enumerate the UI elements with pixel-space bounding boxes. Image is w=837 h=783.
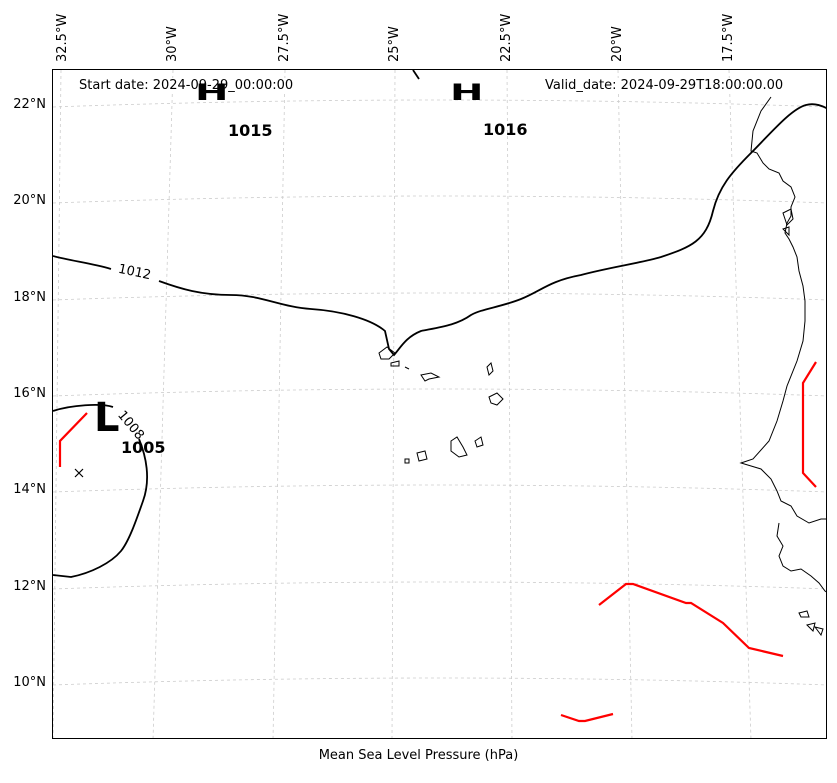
start-date-label: Start date: 2024-09-29_00:00:00 [77, 78, 296, 93]
lat-label-12n: 12°N [13, 579, 46, 594]
africa-coast-south [776, 522, 826, 593]
lon-label-17-5w: 17.5°W [721, 13, 736, 62]
parallel-16n [53, 388, 826, 397]
parallel-22n [53, 99, 826, 108]
front-east [801, 361, 817, 488]
meridian-27-5w [272, 70, 286, 738]
parallel-10n [53, 677, 826, 686]
island-santiago [450, 436, 468, 458]
lat-label-18n: 18°N [13, 290, 46, 305]
island-fogo [416, 450, 428, 462]
fronts [58, 361, 817, 723]
parallel-14n [53, 484, 826, 493]
low-center-marker-icon [74, 468, 84, 478]
island-canaries-b [782, 226, 790, 237]
isobar-1008 [53, 404, 148, 578]
island-bijagos-c [813, 626, 824, 637]
lon-label-20w: 20°W [610, 26, 625, 62]
island-santo-antao [378, 346, 396, 360]
island-brava [404, 458, 410, 464]
island-santa-luzia [404, 366, 410, 370]
map-frame [52, 69, 827, 739]
isobar-1012 [53, 103, 826, 357]
meridian-30w [152, 70, 174, 738]
lat-label-22n: 22°N [13, 97, 46, 112]
front-bottom [560, 712, 614, 723]
high-center-2-value: 1016 [483, 120, 528, 139]
island-canaries-a [782, 208, 794, 226]
parallel-12n [53, 581, 826, 590]
isobar-top-fragment [412, 70, 420, 80]
island-bijagos-a [798, 610, 810, 618]
island-boa-vista [488, 392, 504, 406]
coastline [378, 96, 826, 637]
meridian-17-5w [728, 70, 752, 738]
island-sal [486, 362, 494, 376]
low-center-letter: L [94, 395, 120, 441]
island-bijagos-b [806, 622, 816, 632]
parallel-18n [53, 292, 826, 301]
lon-label-32-5w: 32.5°W [55, 13, 70, 62]
lat-label-14n: 14°N [13, 482, 46, 497]
map-caption: Mean Sea Level Pressure (hPa) [318, 748, 519, 763]
map-canvas [53, 70, 826, 738]
lon-label-30w: 30°W [165, 26, 180, 62]
lat-label-20n: 20°N [13, 193, 46, 208]
lon-label-27-5w: 27.5°W [277, 13, 292, 62]
low-center-value: 1005 [121, 438, 166, 457]
meridian-20w [617, 70, 633, 738]
high-center-2-letter: H [450, 80, 484, 106]
meridian-22-5w [506, 70, 513, 738]
meridian-32-5w [53, 70, 62, 738]
front-west [58, 412, 88, 467]
high-center-1-letter: H [195, 80, 229, 106]
meridian-25w [391, 70, 396, 738]
isobars [53, 70, 826, 578]
lat-label-10n: 10°N [13, 675, 46, 690]
island-sao-vicente [390, 360, 400, 367]
lat-label-16n: 16°N [13, 386, 46, 401]
lon-label-22-5w: 22.5°W [499, 13, 514, 62]
africa-coast [739, 96, 826, 524]
valid-date-label: Valid_date: 2024-09-29T18:00:00.00 [543, 78, 786, 93]
front-south [598, 582, 784, 658]
island-maio [474, 436, 484, 448]
graticule [53, 70, 826, 738]
lon-label-25w: 25°W [387, 26, 402, 62]
high-center-1-value: 1015 [228, 121, 273, 140]
parallel-20n [53, 195, 826, 204]
island-sao-nicolau [420, 372, 441, 382]
